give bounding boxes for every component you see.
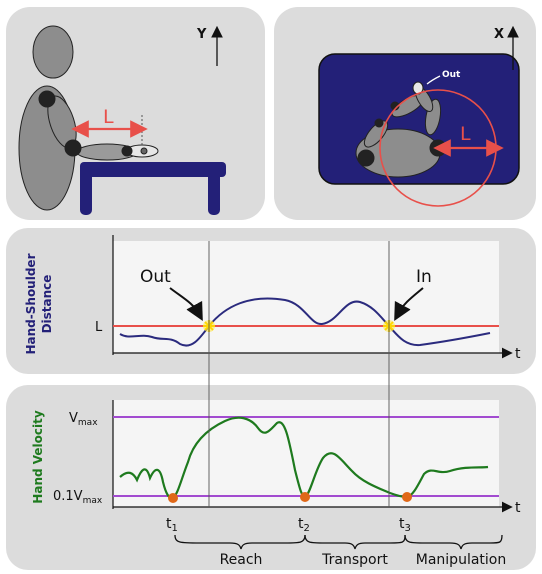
- reach-length-label: L: [460, 123, 471, 145]
- out-small-label: Out: [442, 70, 461, 80]
- top-view-panel: L Out X: [274, 7, 536, 220]
- t1-label: t1: [166, 516, 178, 534]
- velocity-panel: Hand Velocity t Vmax 0.1Vmax t1 t2 t3 Re…: [6, 385, 536, 570]
- t2-label: t2: [298, 516, 310, 534]
- reach-brace: [174, 534, 306, 550]
- in-arrow: [394, 287, 424, 322]
- threshold-label: L: [95, 320, 103, 335]
- manipulation-brace: [404, 534, 503, 550]
- t3-label: t3: [399, 516, 411, 534]
- length-label: L: [103, 106, 114, 128]
- distance-plot-area: [113, 241, 499, 353]
- out-annotation: Out: [140, 267, 171, 287]
- t2-marker: [300, 492, 310, 502]
- x-axis-label: X: [494, 27, 504, 42]
- y-axis-label: Y: [196, 27, 207, 42]
- distance-t-label: t: [515, 346, 521, 362]
- velocity-ylabel: Hand Velocity: [31, 410, 45, 504]
- transport-label: Transport: [321, 552, 388, 568]
- out-arrow: [169, 287, 203, 322]
- side-view-panel: L Y: [6, 7, 265, 220]
- vmax-label: Vmax: [69, 411, 98, 428]
- table: [80, 162, 226, 215]
- distance-panel: Hand-Shoulder Distance t L Out In: [6, 228, 536, 374]
- distance-curve: [119, 297, 491, 347]
- reach-label: Reach: [220, 552, 263, 568]
- manipulation-label: Manipulation: [416, 552, 506, 568]
- t1-marker: [168, 493, 178, 503]
- person-side: [18, 25, 159, 211]
- distance-ylabel-2: Distance: [40, 275, 54, 334]
- distance-ylabel-1: Hand-Shoulder: [24, 253, 38, 354]
- transport-brace: [304, 534, 406, 550]
- tenth-vmax-label: 0.1Vmax: [53, 489, 103, 506]
- t3-marker: [402, 492, 412, 502]
- velocity-t-label: t: [515, 500, 521, 516]
- in-annotation: In: [416, 267, 432, 287]
- out-pointer: [426, 75, 441, 85]
